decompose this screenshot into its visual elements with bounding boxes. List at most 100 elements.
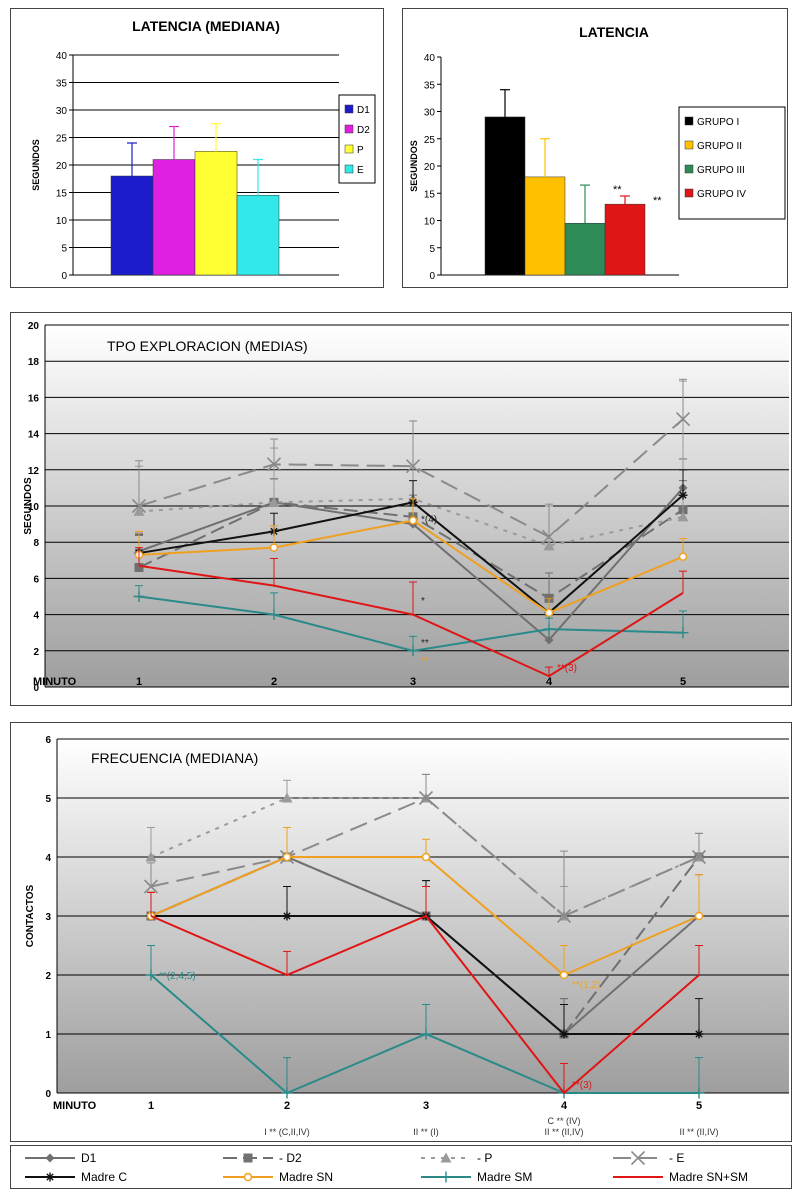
y-tick-label: 40 (424, 53, 436, 64)
point-e (405, 459, 421, 474)
legend-label-p: P (357, 145, 364, 156)
y-tick-label: 0 (45, 1089, 51, 1100)
y-tick-label: 14 (28, 430, 40, 441)
y-axis-label: SEGUNDOS (23, 477, 34, 535)
legend-item-d1: D1 (25, 1151, 97, 1165)
point-e (131, 498, 147, 514)
point-madre-sm (420, 1028, 432, 1040)
chart-title: TPO EXPLORACION (MEDIAS) (107, 338, 308, 354)
y-tick-label: 0 (33, 683, 39, 694)
y-tick-label: 6 (45, 735, 51, 746)
legend-swatch-grupo-ii (684, 140, 694, 150)
point-e (541, 529, 557, 544)
legend-swatch-grupo-iv (684, 188, 694, 198)
significance-label: *(4) (421, 515, 437, 526)
legend-item-madre-sn-sm: Madre SN+SM (613, 1170, 748, 1184)
point-e (691, 849, 707, 865)
bar-e (236, 195, 280, 276)
point-madre-sm (677, 627, 689, 639)
bar-grupo-ii (524, 176, 566, 276)
y-tick-label: 40 (56, 51, 68, 62)
bar-d2 (152, 159, 196, 276)
point-d2 (134, 563, 144, 573)
legend-marker-madre-sm (440, 1171, 452, 1183)
legend-label-grupo-i: GRUPO I (697, 117, 739, 128)
x-tick-label: 5 (680, 676, 686, 688)
point-e (556, 908, 572, 924)
x-tick-label: 3 (410, 676, 416, 688)
x-axis-label: MINUTO (53, 1100, 97, 1112)
significance-label: ** (653, 195, 662, 207)
significance-label: * (421, 596, 425, 607)
y-tick-label: 10 (424, 217, 436, 228)
point-madre-sn (269, 543, 279, 552)
x-tick-label: 3 (423, 1100, 429, 1112)
legend-label-d2: D2 (357, 125, 370, 136)
y-axis-label: CONTACTOS (25, 884, 36, 947)
legend-item-e: - E (613, 1150, 684, 1166)
significance-label: **(3) (572, 1080, 592, 1091)
bar-grupo-iv (604, 203, 646, 276)
legend-label-d1: D1 (81, 1151, 97, 1165)
point-madre-sn (408, 516, 418, 525)
legend-label-e: E (357, 165, 364, 176)
y-tick-label: 8 (33, 538, 39, 549)
legend-label-grupo-iii: GRUPO III (697, 165, 745, 176)
legend-marker-madre-c (45, 1172, 55, 1182)
x-sub-label: II ** (I) (413, 1127, 439, 1137)
x-tick-label: 5 (696, 1100, 702, 1112)
frecuencia-chart: 0 1 2 3 4 5 6 1 2 I ** (C,II,IV) 3 II ** (I) 4 II ** … (25, 735, 789, 1137)
x-sub-label: II ** (II,IV) (679, 1127, 718, 1137)
point-p (677, 511, 689, 522)
point-e (266, 457, 282, 472)
x-tick-label: 1 (148, 1100, 154, 1112)
point-madre-sm (543, 623, 555, 635)
y-tick-label: 0 (61, 271, 67, 282)
y-axis-label: SEGUNDOS (31, 139, 41, 191)
point-p (145, 851, 157, 862)
legend-label-madre-sn: Madre SN (279, 1170, 333, 1184)
bar-grupo-i (484, 116, 526, 276)
legend-label-p: - P (477, 1151, 492, 1165)
series-legend-svg: D1 - D2 - P - E Madre C Madre SN Madre SM Madre… (25, 1150, 748, 1184)
legend-item-d2: - D2 (223, 1151, 302, 1165)
legend-label-grupo-iv: GRUPO IV (697, 189, 746, 200)
y-tick-label: 3 (45, 912, 51, 923)
legend-swatch-e (344, 164, 354, 174)
x-tick-label: 2 (271, 676, 277, 688)
series-madre-sm (133, 585, 689, 657)
legend-label-grupo-ii: GRUPO II (697, 141, 742, 152)
series-line-e (138, 418, 684, 538)
x-sub-label: II ** (II,IV) (544, 1127, 583, 1137)
point-madre-sm (693, 1087, 705, 1099)
y-tick-label: 0 (429, 271, 435, 282)
y-tick-label: 35 (424, 80, 436, 91)
tpo-exploracion-panel: 0 2 4 6 8 10 12 14 16 18 20 1 2 3 4 5 MINUTO SEGUNDOS TPO … (10, 312, 792, 706)
y-tick-label: 35 (56, 79, 68, 90)
point-madre-sm (268, 609, 280, 621)
legend-label-madre-sn-sm: Madre SN+SM (669, 1170, 748, 1184)
point-d1 (544, 635, 554, 645)
legend-item-madre-c: Madre C (25, 1170, 127, 1184)
legend-marker-d2 (243, 1153, 253, 1163)
y-tick-label: 2 (45, 971, 51, 982)
y-tick-label: 10 (28, 502, 40, 513)
series-e (143, 773, 707, 924)
point-e (143, 879, 159, 894)
y-tick-label: 6 (33, 574, 39, 585)
significance-label: **(2,4,5) (159, 971, 196, 982)
legend-label-e: - E (669, 1151, 684, 1165)
series-line-p (138, 497, 684, 547)
legend-swatch-d1 (344, 104, 354, 114)
y-tick-label: 18 (28, 357, 40, 368)
point-madre-sn (421, 852, 431, 862)
y-tick-label: 12 (28, 466, 40, 477)
x-sub-label: I ** (C,II,IV) (264, 1127, 310, 1137)
latencia-grupos-chart: 0 5 10 15 20 25 30 35 40 ** ** LATENCIA SEGUNDOS GRUP… (409, 24, 786, 282)
legend-item-madre-sm: Madre SM (421, 1170, 532, 1184)
chart-title: LATENCIA (579, 24, 649, 40)
point-madre-c (282, 911, 292, 921)
point-madre-c (559, 1029, 569, 1039)
y-tick-label: 1 (45, 1030, 51, 1041)
point-madre-sn (678, 552, 688, 561)
